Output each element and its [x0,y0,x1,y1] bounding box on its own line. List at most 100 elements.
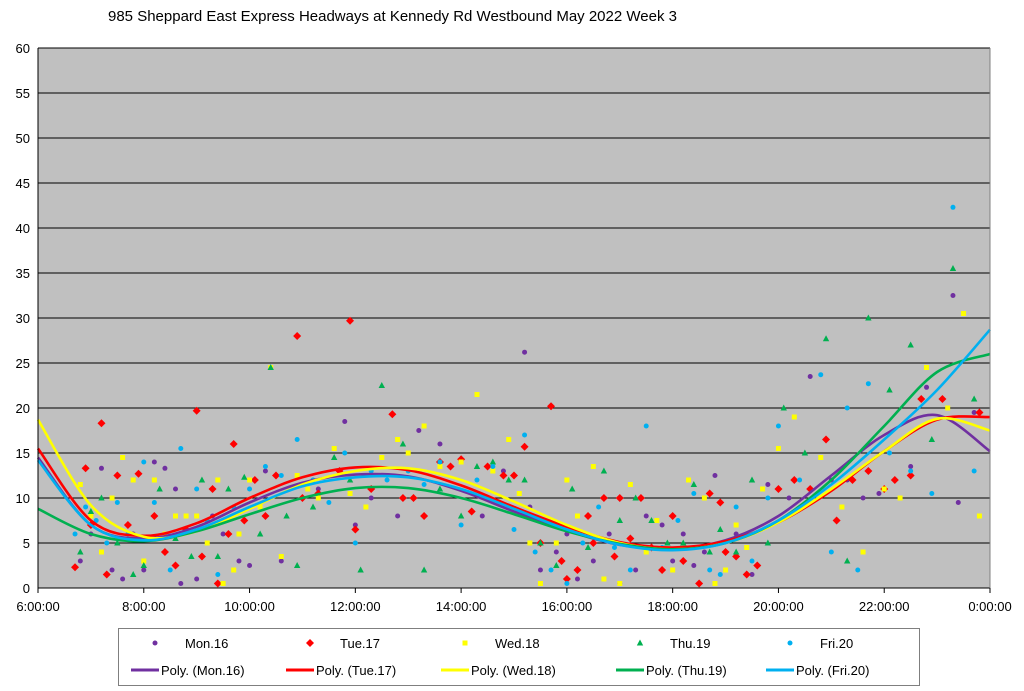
data-point [691,563,697,568]
legend-item-trendline: Poly. (Mon.16) [131,660,245,680]
data-point [760,486,766,492]
legend-label: Mon.16 [185,635,229,651]
data-point [384,477,390,483]
data-point [548,567,554,573]
data-point [717,572,723,577]
data-point [749,558,755,564]
data-point [160,548,169,556]
data-point [636,494,645,502]
data-point [865,314,872,321]
data-point [214,553,222,559]
data-point [610,552,619,561]
legend-label: Thu.19 [670,635,711,651]
data-point [774,485,783,493]
data-point [626,534,635,543]
data-point [712,473,718,478]
data-point [462,640,468,646]
data-point [887,450,893,456]
data-point [141,558,147,564]
data-point [564,477,570,483]
data-point [881,486,887,492]
data-point [520,442,529,451]
axes [37,48,991,589]
data-point [123,521,132,529]
legend-item-series: Thu.19 [634,633,710,653]
data-point [171,561,180,570]
data-point [98,549,104,555]
data-point [716,498,725,507]
data-point [601,576,607,582]
y-tick-label: 30 [16,311,30,326]
data-point [627,482,633,487]
data-point [971,468,977,474]
data-point [346,476,354,483]
data-point [695,579,704,588]
data-point [765,495,771,501]
data-point [928,436,936,442]
data-point [490,464,496,469]
data-point [791,414,797,420]
data-point [352,540,358,546]
legend-item-series: Wed.18 [459,633,540,653]
data-point [643,549,649,555]
data-point [924,365,930,370]
x-tick-label: 20:00:00 [753,599,804,614]
trendline-poly-thu-19 [37,352,991,551]
data-point [72,531,78,537]
legend-item-series: Mon.16 [149,633,228,653]
data-point [98,494,105,501]
data-point [906,471,915,480]
data-point [398,494,407,502]
data-point [516,491,522,496]
data-point [88,513,94,519]
legend-marker [152,640,158,646]
data-point [611,545,617,550]
data-point [379,455,385,460]
data-point [890,476,899,484]
data-point [971,410,977,415]
data-point [405,450,411,456]
data-point [194,513,200,519]
data-point [938,395,947,403]
data-point [192,406,201,415]
legend-label: Tue.17 [340,635,380,651]
data-point [818,455,824,460]
data-point [908,468,914,474]
y-tick-label: 55 [16,86,30,101]
data-point [272,471,280,480]
data-point [787,640,793,646]
data-point [521,476,528,483]
legend-label: Poly. (Tue.17) [316,662,397,678]
data-point [188,553,195,559]
data-point [236,531,242,537]
data-point [924,384,930,390]
data-point [510,471,518,480]
data-point [173,513,179,519]
data-point [775,446,781,451]
y-tick-label: 25 [16,356,30,371]
series-thu-19 [77,265,978,577]
data-point [606,531,612,537]
data-point [670,567,676,573]
data-point [342,419,348,424]
data-point [860,549,866,555]
data-point [505,476,512,483]
data-point [908,464,914,469]
data-point [283,512,290,519]
data-point [753,561,762,570]
data-point [844,557,851,564]
data-point [363,504,369,510]
data-point [537,581,543,586]
data-point [537,539,544,546]
data-point [670,558,676,564]
data-point [178,446,184,451]
data-point [975,408,984,417]
y-tick-label: 5 [23,536,30,551]
legend-label: Poly. (Mon.16) [161,662,245,678]
data-point [278,558,284,564]
data-point [732,548,740,555]
data-point [675,518,681,523]
data-point [574,576,580,582]
data-point [104,540,110,546]
legend-line-swatch [616,668,644,672]
